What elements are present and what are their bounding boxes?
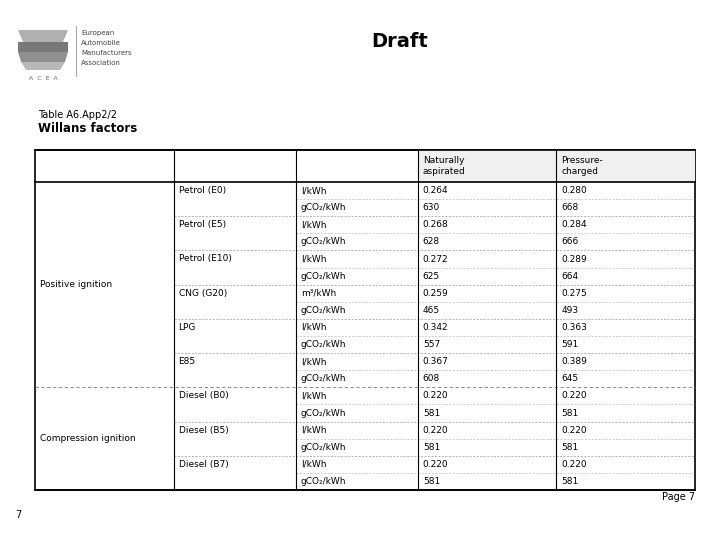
Text: 581: 581 xyxy=(562,443,579,452)
Text: 581: 581 xyxy=(562,477,579,486)
Text: Petrol (E10): Petrol (E10) xyxy=(179,254,231,264)
Text: Naturally
aspirated: Naturally aspirated xyxy=(423,156,466,176)
Text: Table A6.App2/2: Table A6.App2/2 xyxy=(38,110,117,120)
Text: Page 7: Page 7 xyxy=(662,492,695,502)
Text: gCO₂/kWh: gCO₂/kWh xyxy=(301,374,346,383)
Text: gCO₂/kWh: gCO₂/kWh xyxy=(301,238,346,246)
Text: Manufacturers: Manufacturers xyxy=(81,50,132,56)
Text: gCO₂/kWh: gCO₂/kWh xyxy=(301,443,346,452)
Bar xyxy=(418,150,557,182)
Text: 664: 664 xyxy=(562,272,579,281)
Text: 0.367: 0.367 xyxy=(423,357,449,366)
Text: l/kWh: l/kWh xyxy=(301,357,326,366)
Text: 0.280: 0.280 xyxy=(562,186,587,195)
Text: Petrol (E5): Petrol (E5) xyxy=(179,220,226,230)
Text: 0.220: 0.220 xyxy=(423,392,449,400)
Text: E85: E85 xyxy=(179,357,196,366)
Text: 608: 608 xyxy=(423,374,440,383)
Polygon shape xyxy=(18,42,68,52)
Text: l/kWh: l/kWh xyxy=(301,460,326,469)
Text: gCO₂/kWh: gCO₂/kWh xyxy=(301,306,346,315)
Text: 0.268: 0.268 xyxy=(423,220,449,230)
Text: 591: 591 xyxy=(562,340,579,349)
Text: 465: 465 xyxy=(423,306,440,315)
Text: 0.259: 0.259 xyxy=(423,289,449,298)
Text: gCO₂/kWh: gCO₂/kWh xyxy=(301,203,346,212)
Text: 666: 666 xyxy=(562,238,579,246)
Text: gCO₂/kWh: gCO₂/kWh xyxy=(301,272,346,281)
Text: 0.363: 0.363 xyxy=(562,323,588,332)
Polygon shape xyxy=(18,52,68,62)
Polygon shape xyxy=(18,30,68,42)
Text: 0.220: 0.220 xyxy=(562,392,587,400)
Text: 0.284: 0.284 xyxy=(562,220,587,230)
Text: Draft: Draft xyxy=(372,32,428,51)
Text: CNG (G20): CNG (G20) xyxy=(179,289,227,298)
Text: 0.275: 0.275 xyxy=(562,289,587,298)
Text: Willans factors: Willans factors xyxy=(38,122,138,135)
Text: 0.389: 0.389 xyxy=(562,357,588,366)
Text: 557: 557 xyxy=(423,340,440,349)
Text: Petrol (E0): Petrol (E0) xyxy=(179,186,226,195)
Text: Automobile: Automobile xyxy=(81,40,121,46)
Text: 581: 581 xyxy=(423,408,440,417)
Text: 630: 630 xyxy=(423,203,440,212)
Text: gCO₂/kWh: gCO₂/kWh xyxy=(301,408,346,417)
Text: A  C  E  A: A C E A xyxy=(29,76,58,81)
Text: Positive ignition: Positive ignition xyxy=(40,280,112,289)
Text: 628: 628 xyxy=(423,238,440,246)
Text: 7: 7 xyxy=(15,510,22,520)
Text: 0.220: 0.220 xyxy=(562,426,587,435)
Text: 0.272: 0.272 xyxy=(423,254,449,264)
Text: l/kWh: l/kWh xyxy=(301,426,326,435)
Text: l/kWh: l/kWh xyxy=(301,323,326,332)
Text: Diesel (B5): Diesel (B5) xyxy=(179,426,228,435)
Text: gCO₂/kWh: gCO₂/kWh xyxy=(301,477,346,486)
Text: Diesel (B7): Diesel (B7) xyxy=(179,460,228,469)
Polygon shape xyxy=(21,62,65,70)
Text: 668: 668 xyxy=(562,203,579,212)
Text: European: European xyxy=(81,30,114,36)
Text: 625: 625 xyxy=(423,272,440,281)
Text: gCO₂/kWh: gCO₂/kWh xyxy=(301,340,346,349)
Text: l/kWh: l/kWh xyxy=(301,220,326,230)
Text: Compression ignition: Compression ignition xyxy=(40,434,135,443)
Text: Association: Association xyxy=(81,60,121,66)
Bar xyxy=(35,150,695,490)
Bar xyxy=(557,150,695,182)
Text: 0.342: 0.342 xyxy=(423,323,449,332)
Text: LPG: LPG xyxy=(179,323,196,332)
Text: l/kWh: l/kWh xyxy=(301,392,326,400)
Text: Pressure-
charged: Pressure- charged xyxy=(562,156,603,176)
Text: 581: 581 xyxy=(562,408,579,417)
Text: l/kWh: l/kWh xyxy=(301,254,326,264)
Text: l/kWh: l/kWh xyxy=(301,186,326,195)
Text: Diesel (B0): Diesel (B0) xyxy=(179,392,228,400)
Text: 493: 493 xyxy=(562,306,579,315)
Text: 0.220: 0.220 xyxy=(423,460,449,469)
Text: 0.220: 0.220 xyxy=(423,426,449,435)
Text: 0.289: 0.289 xyxy=(562,254,587,264)
Text: m³/kWh: m³/kWh xyxy=(301,289,336,298)
Text: 581: 581 xyxy=(423,443,440,452)
Text: 581: 581 xyxy=(423,477,440,486)
Text: 0.264: 0.264 xyxy=(423,186,449,195)
Text: 645: 645 xyxy=(562,374,579,383)
Text: 0.220: 0.220 xyxy=(562,460,587,469)
